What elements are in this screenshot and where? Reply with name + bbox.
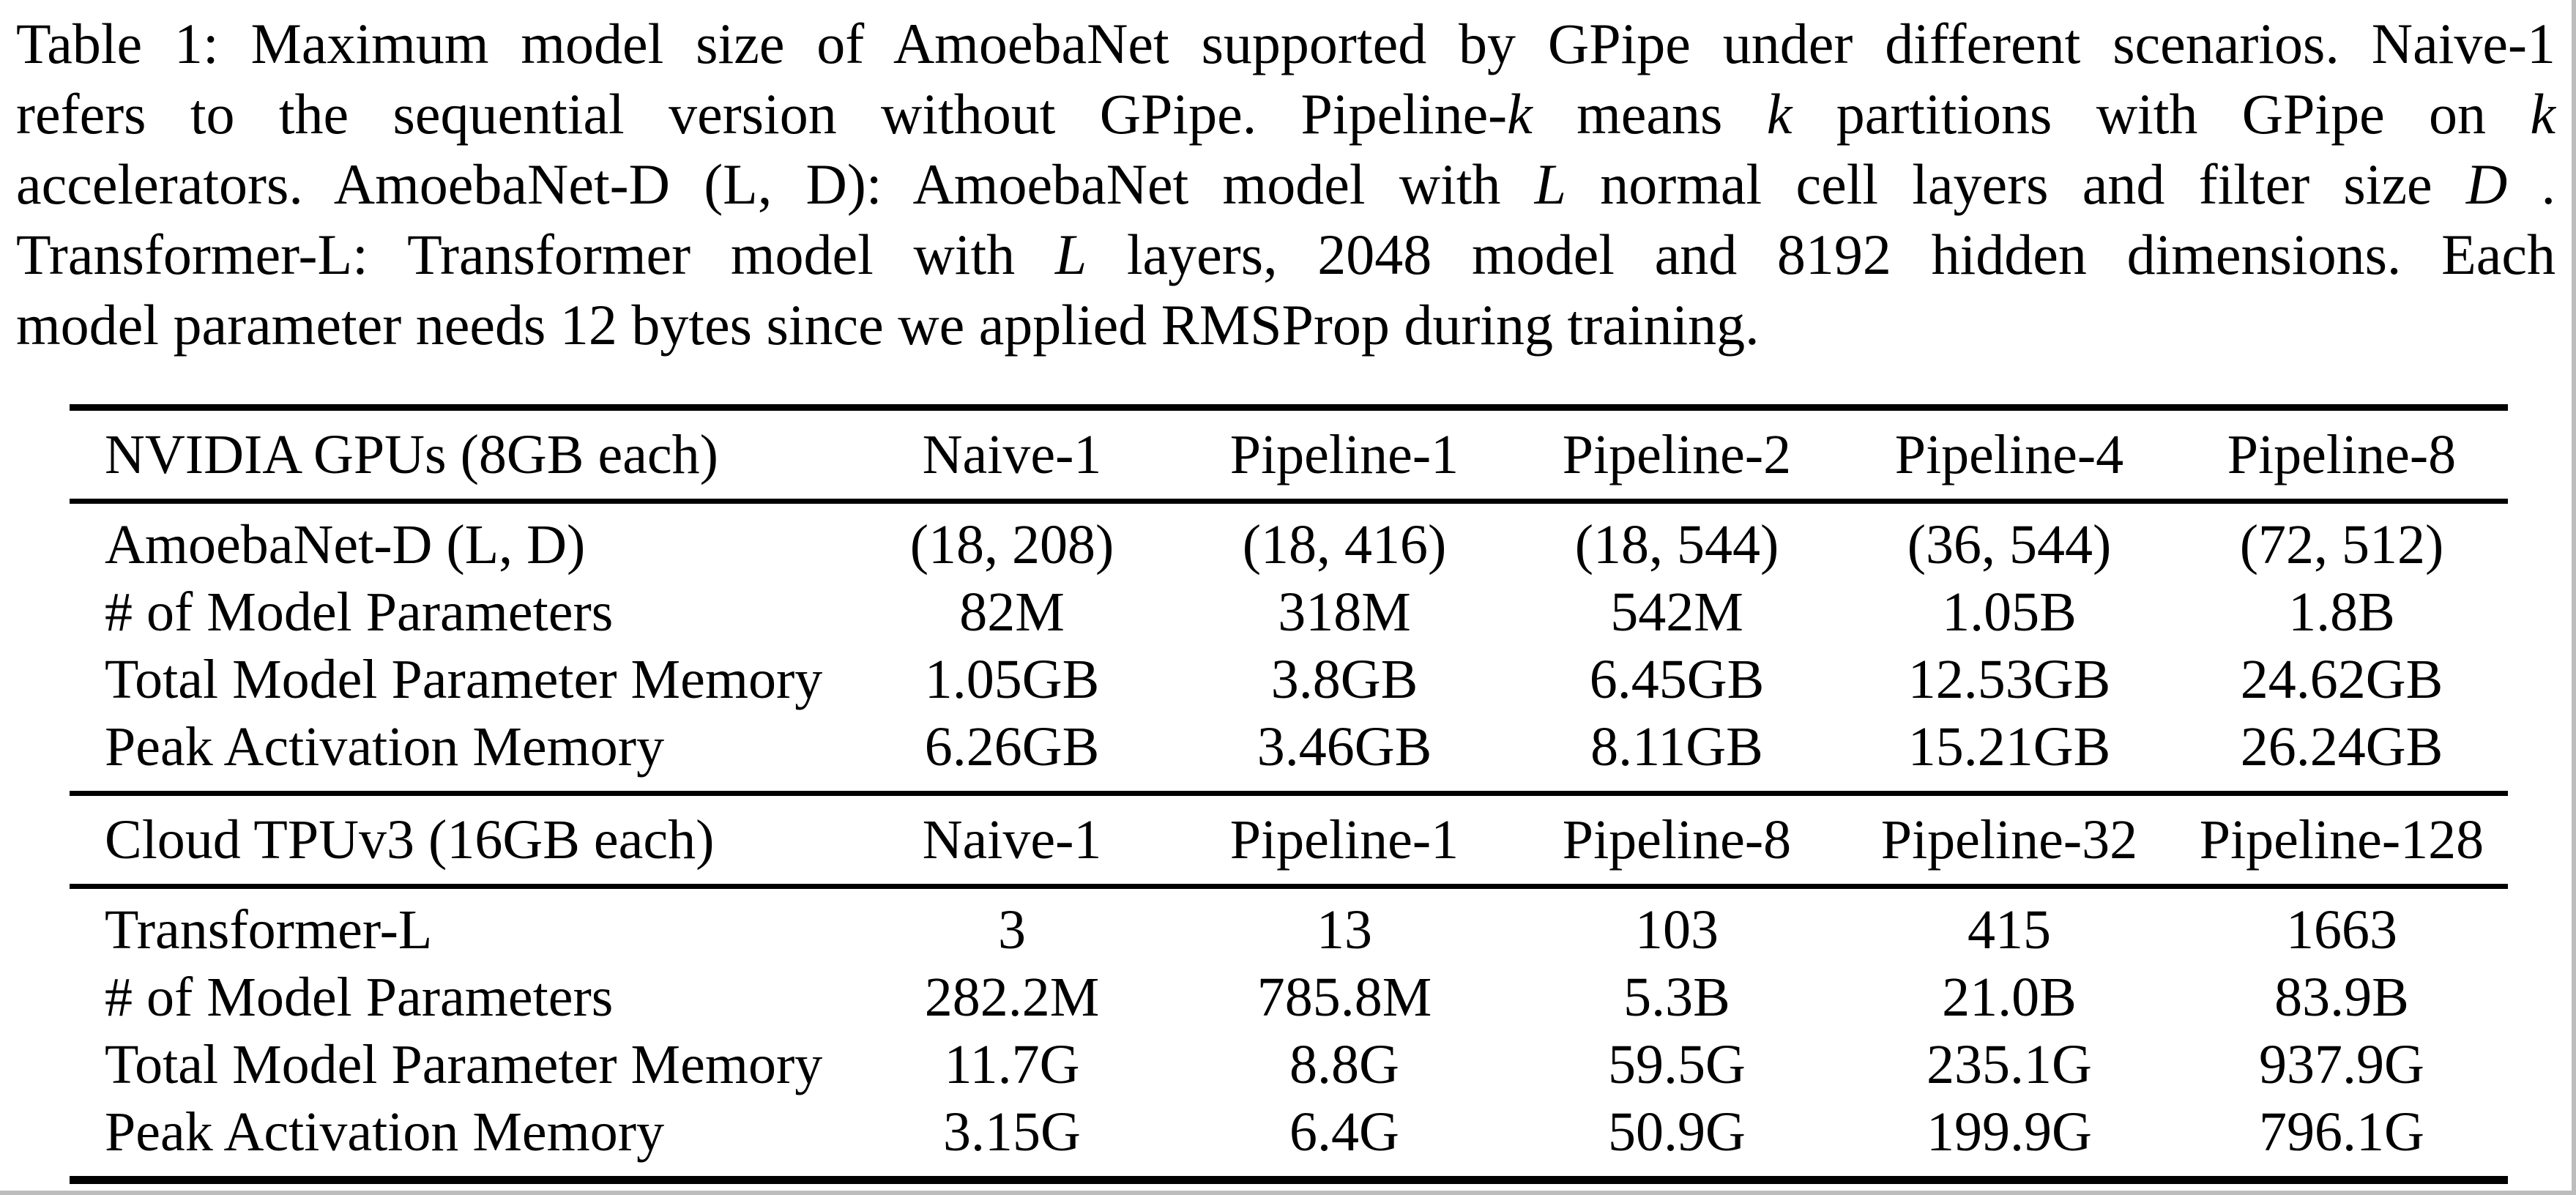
table-cell: 82M bbox=[959, 581, 1065, 643]
caption-segment-math-k: k bbox=[1507, 82, 1533, 146]
tpu-section-header: Cloud TPUv3 (16GB each) Naive-1 Pipeline… bbox=[70, 794, 2508, 887]
caption-segment: model parameter needs 12 bytes since we … bbox=[16, 293, 1760, 357]
table-cell: 8.8G bbox=[1289, 1034, 1399, 1095]
model-size-table: NVIDIA GPUs (8GB each) Naive-1 Pipeline-… bbox=[70, 404, 2508, 1184]
column-header-pipeline-4: Pipeline-4 bbox=[1894, 424, 2124, 485]
table-cell: 542M bbox=[1610, 581, 1743, 643]
tpu-section-label: Cloud TPUv3 (16GB each) bbox=[105, 809, 715, 871]
table-cell: 3.46GB bbox=[1257, 716, 1432, 778]
table-cell: 235.1G bbox=[1927, 1034, 2092, 1095]
column-header-pipeline-8: Pipeline-8 bbox=[2227, 424, 2457, 485]
table-cell: 199.9G bbox=[1927, 1101, 2092, 1163]
column-header-pipeline-2: Pipeline-2 bbox=[1562, 424, 1792, 485]
table-cell: 785.8M bbox=[1257, 967, 1432, 1028]
caption-line: refers to the sequential version without… bbox=[16, 79, 2555, 149]
table-cell: 415 bbox=[1968, 899, 2051, 961]
table-cell: 3 bbox=[998, 899, 1026, 961]
caption-segment: means bbox=[1532, 82, 1767, 146]
table-cell: 1.05GB bbox=[924, 649, 1100, 710]
row-label: # of Model Parameters bbox=[105, 581, 614, 643]
row-label: Total Model Parameter Memory bbox=[105, 1034, 823, 1095]
table-cell: 21.0B bbox=[1942, 967, 2077, 1028]
column-header-pipeline-128: Pipeline-128 bbox=[2199, 809, 2484, 871]
table-cell: 1.05B bbox=[1942, 581, 2077, 643]
column-header-pipeline-1: Pipeline-1 bbox=[1229, 809, 1459, 871]
row-label: # of Model Parameters bbox=[105, 967, 614, 1028]
table-cell: 11.7G bbox=[944, 1034, 1080, 1095]
table-cell: 59.5G bbox=[1608, 1034, 1746, 1095]
table-row-tpu-param-memory: Total Model Parameter Memory 11.7G 8.8G … bbox=[70, 1031, 2508, 1098]
caption-line: Table 1: Maximum model size of AmoebaNet… bbox=[16, 9, 2555, 79]
caption-line: Transformer-L: Transformer model with L … bbox=[16, 220, 2555, 290]
caption-segment: Transformer-L: Transformer model with bbox=[16, 223, 1055, 286]
table-row-transformer-layers: Transformer-L 3 13 103 415 1663 bbox=[70, 887, 2508, 964]
table-caption: Table 1: Maximum model size of AmoebaNet… bbox=[0, 0, 2572, 360]
tpu-section-body: Transformer-L 3 13 103 415 1663 # of Mod… bbox=[70, 887, 2508, 1180]
table-cell: 26.24GB bbox=[2240, 716, 2443, 778]
table-cell: 13 bbox=[1317, 899, 1372, 961]
column-header-pipeline-32: Pipeline-32 bbox=[1880, 809, 2138, 871]
table-cell: 50.9G bbox=[1608, 1101, 1746, 1163]
table-row-tpu-activation-memory: Peak Activation Memory 3.15G 6.4G 50.9G … bbox=[70, 1098, 2508, 1180]
table-cell: 12.53GB bbox=[1907, 649, 2111, 710]
table-cell: 6.45GB bbox=[1589, 649, 1765, 710]
caption-line: model parameter needs 12 bytes since we … bbox=[16, 290, 2555, 360]
caption-line: accelerators. AmoebaNet-D (L, D): Amoeba… bbox=[16, 149, 2555, 220]
caption-segment: partitions with GPipe on bbox=[1792, 82, 2531, 146]
table-cell: 24.62GB bbox=[2240, 649, 2443, 710]
row-label: Transformer-L bbox=[105, 899, 433, 961]
caption-segment: . bbox=[2507, 152, 2556, 216]
table-cell: 6.4G bbox=[1289, 1101, 1399, 1163]
table-cell: 3.8GB bbox=[1270, 649, 1418, 710]
row-label: Peak Activation Memory bbox=[105, 716, 665, 778]
caption-segment-math-k: k bbox=[2530, 82, 2556, 146]
table-cell: (18, 416) bbox=[1242, 514, 1447, 576]
caption-segment-math-D: D bbox=[2465, 152, 2508, 216]
gpu-section-body: AmoebaNet-D (L, D) (18, 208) (18, 416) (… bbox=[70, 502, 2508, 794]
column-header-pipeline-8: Pipeline-8 bbox=[1562, 809, 1792, 871]
table-cell: 83.9B bbox=[2274, 967, 2409, 1028]
table-row-gpu-param-memory: Total Model Parameter Memory 1.05GB 3.8G… bbox=[70, 646, 2508, 713]
row-label: Total Model Parameter Memory bbox=[105, 649, 823, 710]
caption-segment-math-L: L bbox=[1054, 223, 1087, 286]
table-cell: 5.3B bbox=[1623, 967, 1730, 1028]
table-cell: 103 bbox=[1635, 899, 1719, 961]
caption-segment: normal cell layers and filter size bbox=[1566, 152, 2466, 216]
table-cell: 282.2M bbox=[924, 967, 1100, 1028]
table-cell: (72, 512) bbox=[2239, 514, 2444, 576]
column-header-naive-1: Naive-1 bbox=[922, 809, 1102, 871]
table-cell: 318M bbox=[1278, 581, 1411, 643]
gpu-header-row: NVIDIA GPUs (8GB each) Naive-1 Pipeline-… bbox=[70, 407, 2508, 502]
table-cell: 796.1G bbox=[2259, 1101, 2424, 1163]
caption-segment-math-k: k bbox=[1766, 82, 1793, 146]
table-cell: (36, 544) bbox=[1907, 514, 2112, 576]
table-cell: (18, 208) bbox=[909, 514, 1114, 576]
caption-segment: refers to the sequential version without… bbox=[16, 82, 1508, 146]
caption-segment-math-L: L bbox=[1534, 152, 1567, 216]
table-cell: (18, 544) bbox=[1574, 514, 1779, 576]
table-cell: 937.9G bbox=[2259, 1034, 2424, 1095]
table-row-gpu-activation-memory: Peak Activation Memory 6.26GB 3.46GB 8.1… bbox=[70, 713, 2508, 794]
table-cell: 1.8B bbox=[2288, 581, 2395, 643]
table-cell: 3.15G bbox=[943, 1101, 1081, 1163]
gpu-section-label: NVIDIA GPUs (8GB each) bbox=[105, 424, 718, 485]
row-label: AmoebaNet-D (L, D) bbox=[105, 514, 586, 576]
caption-segment: layers, 2048 model and 8192 hidden dimen… bbox=[1087, 223, 2555, 286]
caption-segment: accelerators. AmoebaNet-D (L, D): Amoeba… bbox=[16, 152, 1535, 216]
table-cell: 6.26GB bbox=[924, 716, 1100, 778]
table-row-gpu-params: # of Model Parameters 82M 318M 542M 1.05… bbox=[70, 578, 2508, 646]
table-cell: 15.21GB bbox=[1907, 716, 2111, 778]
gpu-section-header: NVIDIA GPUs (8GB each) Naive-1 Pipeline-… bbox=[70, 407, 2508, 502]
column-header-naive-1: Naive-1 bbox=[922, 424, 1102, 485]
column-header-pipeline-1: Pipeline-1 bbox=[1229, 424, 1459, 485]
table-cell: 8.11GB bbox=[1590, 716, 1763, 778]
table-row-tpu-params: # of Model Parameters 282.2M 785.8M 5.3B… bbox=[70, 964, 2508, 1031]
tpu-header-row: Cloud TPUv3 (16GB each) Naive-1 Pipeline… bbox=[70, 794, 2508, 887]
row-label: Peak Activation Memory bbox=[105, 1101, 665, 1163]
caption-segment: Table 1: Maximum model size of AmoebaNet… bbox=[16, 12, 2555, 75]
table-cell: 1663 bbox=[2286, 899, 2397, 961]
table-row-amoebanet-config: AmoebaNet-D (L, D) (18, 208) (18, 416) (… bbox=[70, 502, 2508, 579]
